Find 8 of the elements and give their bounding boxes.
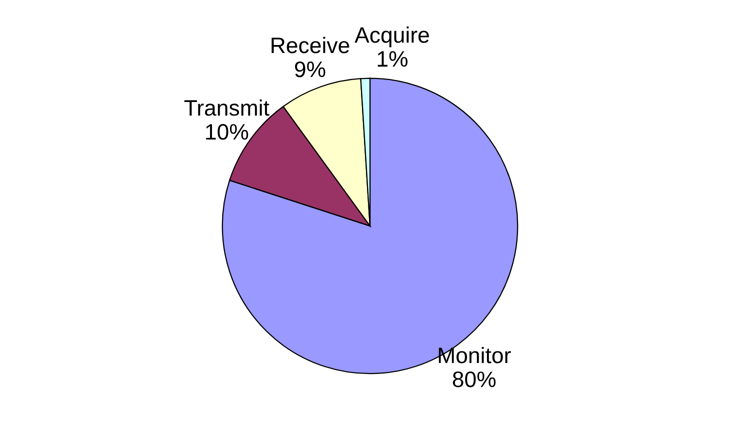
slice-label: Receive [272, 36, 350, 54]
data-label: 80% [452, 371, 496, 388]
slice-label: Transmit [184, 99, 270, 116]
data-label: 9% [294, 61, 326, 78]
slice-label: Acquire [354, 26, 429, 48]
slice-label: Monitor [438, 346, 511, 364]
data-label: 1% [378, 51, 408, 67]
data-label: 10% [206, 124, 248, 140]
